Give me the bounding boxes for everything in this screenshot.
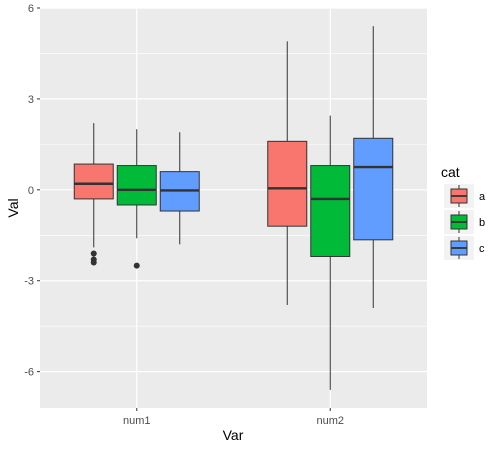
box-layer (73, 26, 394, 390)
outlier-point (133, 262, 140, 269)
box-iqr (73, 163, 114, 200)
legend-entry-c: c (444, 236, 485, 260)
y-axis: -6 -3 0 3 6 (24, 3, 40, 379)
legend-entry-a: a (444, 184, 486, 208)
box-iqr (116, 165, 157, 206)
box-b-num1 (116, 129, 157, 269)
box-a-num1 (73, 123, 114, 266)
box-iqr (267, 140, 308, 227)
legend-label: a (479, 191, 486, 203)
box-c-num1 (159, 132, 200, 245)
box-iqr (353, 137, 394, 241)
y-tick-label: 3 (28, 94, 34, 106)
box-iqr (310, 165, 351, 257)
y-tick-label: -3 (24, 276, 34, 288)
x-tick-label: num2 (316, 415, 344, 427)
y-tick-label: -6 (24, 367, 34, 379)
y-tick-label: 0 (28, 185, 34, 197)
box-a-num2 (267, 41, 308, 305)
y-tick-label: 6 (28, 3, 34, 15)
x-tick-label: num1 (123, 415, 151, 427)
box-c-num2 (353, 26, 394, 308)
outlier-point (90, 259, 97, 266)
x-axis: num1 num2 (123, 408, 344, 427)
x-axis-title: Var (223, 427, 244, 443)
legend-title: cat (441, 164, 460, 180)
legend-label: c (479, 243, 485, 255)
box-b-num2 (310, 115, 351, 390)
y-axis-title: Val (5, 198, 21, 217)
legend-entry-b: b (444, 210, 485, 234)
legend-label: b (479, 217, 485, 229)
legend: cat a b c (441, 164, 486, 260)
outlier-point (90, 250, 97, 257)
